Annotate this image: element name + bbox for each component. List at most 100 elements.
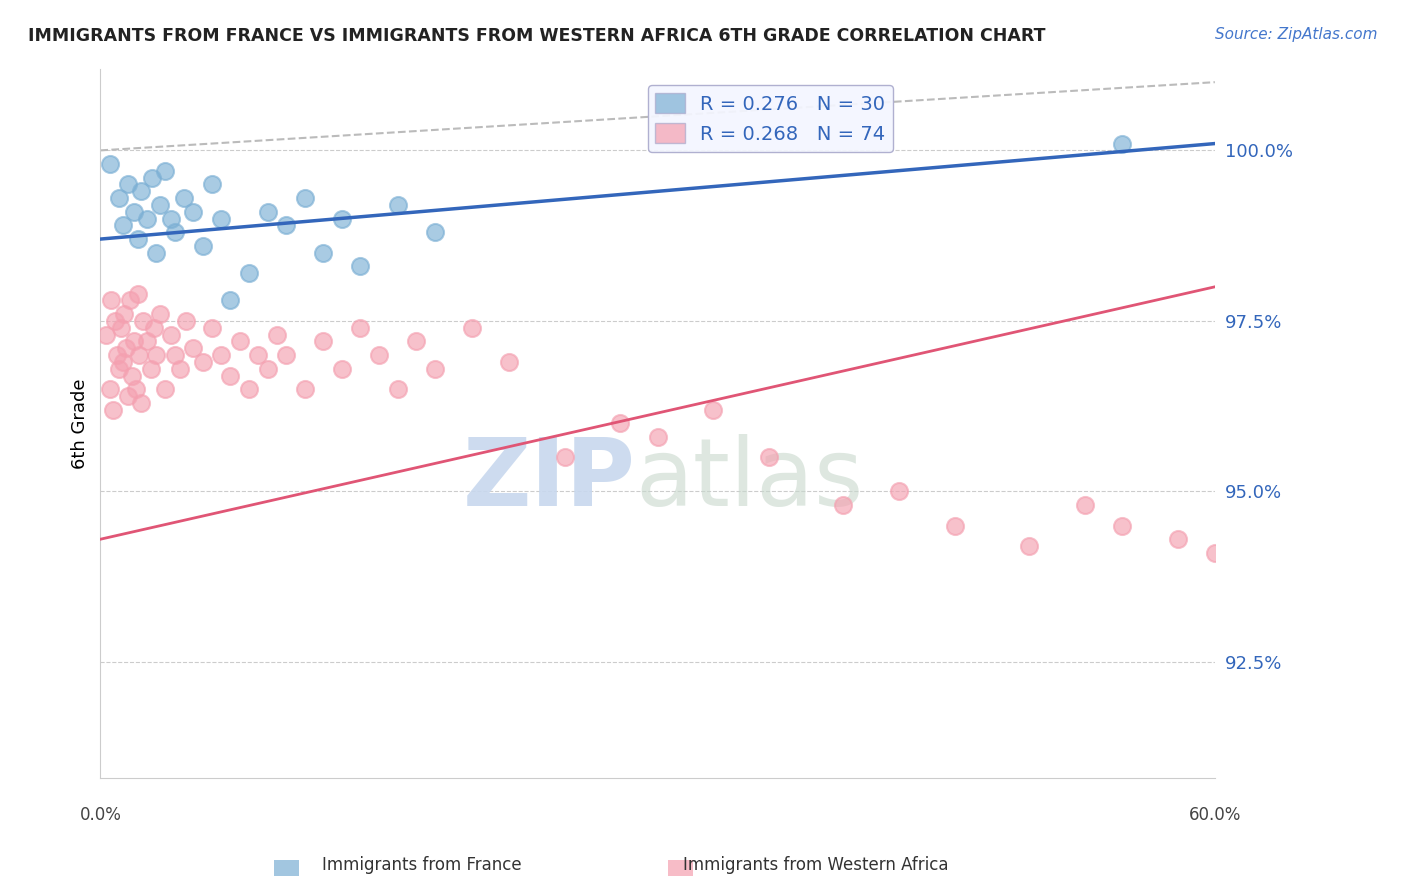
Text: Immigrants from Western Africa: Immigrants from Western Africa <box>683 856 948 874</box>
Point <box>274 219 297 233</box>
Point <box>94 327 117 342</box>
Point <box>111 355 134 369</box>
Text: atlas: atlas <box>636 434 863 526</box>
Point <box>155 382 177 396</box>
Point <box>98 157 121 171</box>
Point <box>143 320 166 334</box>
Point <box>139 361 162 376</box>
Point <box>174 314 197 328</box>
Point <box>349 260 371 274</box>
Point <box>127 232 149 246</box>
Point <box>1204 546 1226 560</box>
Point <box>405 334 427 349</box>
Text: Source: ZipAtlas.com: Source: ZipAtlas.com <box>1215 27 1378 42</box>
Point <box>122 334 145 349</box>
Point <box>1296 607 1319 622</box>
Point <box>228 334 250 349</box>
Text: IMMIGRANTS FROM FRANCE VS IMMIGRANTS FROM WESTERN AFRICA 6TH GRADE CORRELATION C: IMMIGRANTS FROM FRANCE VS IMMIGRANTS FRO… <box>28 27 1046 45</box>
Point <box>832 498 855 512</box>
Point <box>181 341 204 355</box>
Point <box>117 178 139 192</box>
Point <box>423 225 446 239</box>
Point <box>128 348 150 362</box>
Point <box>387 198 409 212</box>
Point <box>135 211 157 226</box>
Point <box>423 361 446 376</box>
Point <box>609 417 631 431</box>
Point <box>114 307 136 321</box>
Point <box>191 355 214 369</box>
Point <box>554 450 576 465</box>
Point <box>145 245 167 260</box>
Point <box>256 204 278 219</box>
Point <box>461 320 484 334</box>
Point <box>247 348 270 362</box>
Point <box>103 402 125 417</box>
Point <box>943 518 966 533</box>
Point <box>173 191 195 205</box>
Point <box>238 266 260 280</box>
Point <box>209 211 232 226</box>
Point <box>155 164 177 178</box>
Text: Immigrants from France: Immigrants from France <box>322 856 522 874</box>
Point <box>169 361 191 376</box>
Point <box>498 355 520 369</box>
Point <box>121 368 143 383</box>
Point <box>266 327 288 342</box>
Point <box>129 184 152 198</box>
Point <box>110 320 132 334</box>
Point <box>181 204 204 219</box>
Point <box>312 334 335 349</box>
Point <box>209 348 232 362</box>
Point <box>100 293 122 308</box>
Point <box>122 204 145 219</box>
Point <box>1111 518 1133 533</box>
Point <box>163 225 186 239</box>
Point <box>115 341 138 355</box>
Point <box>117 389 139 403</box>
Y-axis label: 6th Grade: 6th Grade <box>72 378 89 468</box>
Point <box>201 178 224 192</box>
Point <box>149 307 172 321</box>
Text: ZIP: ZIP <box>463 434 636 526</box>
Point <box>160 327 183 342</box>
Point <box>1389 655 1406 669</box>
Point <box>702 402 724 417</box>
Point <box>238 382 260 396</box>
Point <box>312 245 335 260</box>
Point <box>219 368 242 383</box>
Text: 60.0%: 60.0% <box>1188 806 1241 824</box>
Point <box>111 219 134 233</box>
Point <box>330 211 353 226</box>
Point <box>887 484 910 499</box>
Point <box>294 382 316 396</box>
Point <box>104 314 127 328</box>
Point <box>368 348 391 362</box>
Point <box>294 191 316 205</box>
Point <box>274 348 297 362</box>
Point <box>1260 587 1282 601</box>
Point <box>160 211 183 226</box>
Point <box>758 450 780 465</box>
Point <box>120 293 142 308</box>
Point <box>124 382 146 396</box>
Point <box>129 396 152 410</box>
Legend: R = 0.276   N = 30, R = 0.268   N = 74: R = 0.276 N = 30, R = 0.268 N = 74 <box>648 86 893 152</box>
Point <box>145 348 167 362</box>
Point <box>98 382 121 396</box>
Point <box>349 320 371 334</box>
Point <box>201 320 224 334</box>
Point <box>149 198 172 212</box>
Point <box>219 293 242 308</box>
Point <box>330 361 353 376</box>
Point <box>132 314 155 328</box>
Point <box>387 382 409 396</box>
Point <box>1111 136 1133 151</box>
Point <box>105 348 128 362</box>
Point <box>127 286 149 301</box>
Point <box>163 348 186 362</box>
Text: 0.0%: 0.0% <box>79 806 121 824</box>
Point <box>108 191 131 205</box>
Point <box>135 334 157 349</box>
Point <box>108 361 131 376</box>
